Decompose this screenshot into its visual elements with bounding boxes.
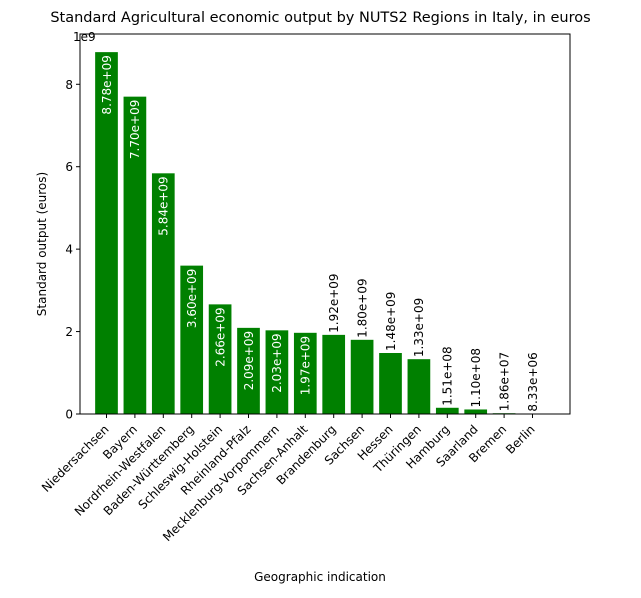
plot-area: 8.78e+09 7.70e+09 5.84e+09 3.60e+09 2.66e+09… <box>39 34 570 544</box>
data-label: 1.97e+09 <box>299 336 313 395</box>
data-label: 8.33e+06 <box>526 352 540 411</box>
y-tick-label: 8 <box>65 78 73 92</box>
data-label: 1.33e+09 <box>412 298 426 357</box>
chart-title: Standard Agricultural economic output by… <box>50 10 590 26</box>
data-label: 8.78e+09 <box>100 55 114 114</box>
data-label: 1.80e+09 <box>355 278 369 337</box>
y-tick-label: 4 <box>65 243 73 257</box>
bar <box>322 335 345 414</box>
x-tick-label: Berlin <box>503 422 538 457</box>
y-tick-label: 6 <box>65 160 73 174</box>
data-label: 1.10e+08 <box>469 348 483 407</box>
bar <box>464 409 487 414</box>
data-label: 2.66e+09 <box>213 307 227 366</box>
data-label: 1.86e+07 <box>497 352 511 411</box>
bar <box>351 340 374 414</box>
bar <box>436 408 459 414</box>
y-tick-label: 0 <box>65 408 73 422</box>
data-label: 1.92e+09 <box>327 273 341 332</box>
data-label: 7.70e+09 <box>128 100 142 159</box>
data-label: 2.03e+09 <box>270 333 284 392</box>
y-tick-label: 2 <box>65 325 73 339</box>
y-axis-offset-label: 1e9 <box>73 30 96 44</box>
bar <box>379 353 402 414</box>
data-label: 3.60e+09 <box>185 269 199 328</box>
y-axis-label: Standard output (euros) <box>35 172 49 316</box>
x-axis-label: Geographic indication <box>254 570 386 584</box>
bar <box>408 359 431 414</box>
data-label: 2.09e+09 <box>242 331 256 390</box>
data-label: 1.51e+08 <box>441 346 455 405</box>
data-label: 1.48e+09 <box>384 292 398 351</box>
data-label: 5.84e+09 <box>157 176 171 235</box>
